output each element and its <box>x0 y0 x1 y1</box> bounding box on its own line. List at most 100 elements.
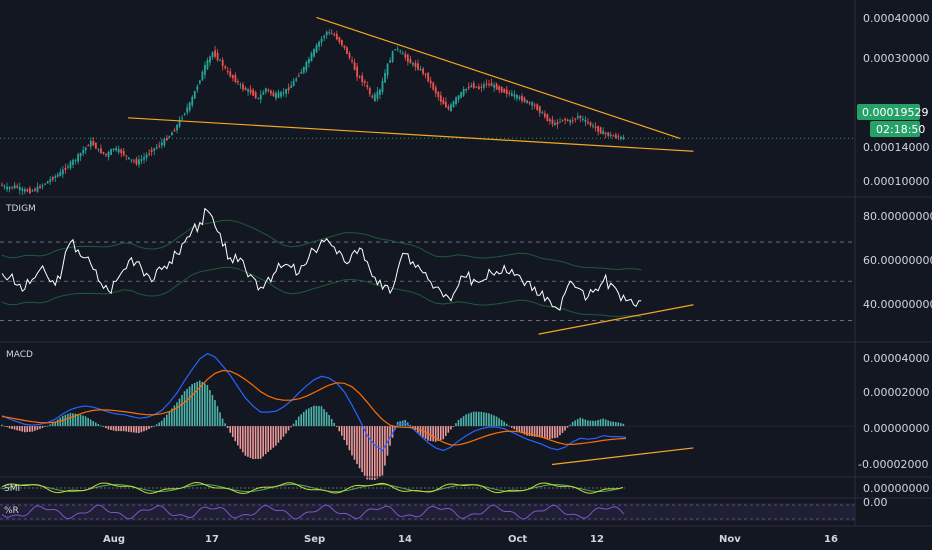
macd-histogram-bar <box>176 402 178 427</box>
macd-histogram-bar <box>300 414 303 427</box>
macd-histogram-bar <box>310 406 313 427</box>
macd-histogram-bar <box>6 426 8 428</box>
smi-line[interactable] <box>1 481 624 494</box>
macd-histogram-bar <box>125 426 127 432</box>
candle-body <box>549 119 551 122</box>
macd-histogram-bar <box>366 426 368 480</box>
candle-body <box>381 80 384 92</box>
macd-histogram-bar <box>450 426 452 430</box>
williams-r-line[interactable] <box>1 504 625 520</box>
macd-axis-label: 0.00004000 <box>863 352 929 365</box>
candle-body <box>125 155 128 157</box>
candle-body <box>130 159 133 161</box>
candle-body <box>29 188 31 194</box>
time-axis-label: Sep <box>304 534 325 545</box>
candle-body <box>259 94 262 100</box>
macd-pane[interactable] <box>0 352 855 481</box>
tdigm-pane[interactable] <box>0 207 855 335</box>
candle-body <box>36 186 39 192</box>
macd-histogram-bar <box>498 418 500 427</box>
macd-histogram-bar <box>576 419 579 427</box>
candle-body <box>267 89 270 91</box>
macd-histogram-bar <box>69 412 72 427</box>
time-axis-label: Aug <box>103 534 125 545</box>
macd-histogram-bar <box>193 382 196 427</box>
candle-body <box>587 121 589 123</box>
candle-body <box>221 59 224 66</box>
candle-body <box>594 126 597 129</box>
macd-trendline[interactable] <box>551 447 694 466</box>
candle-body <box>564 118 567 121</box>
price-trendline-lower[interactable] <box>127 117 694 152</box>
tdigm-line[interactable] <box>1 207 642 311</box>
williams-r-pane[interactable] <box>0 503 855 521</box>
macd-histogram-bar <box>594 420 597 427</box>
tdigm-trendline[interactable] <box>538 304 694 335</box>
time-axis-label: Oct <box>508 534 527 545</box>
macd-histogram-bar <box>21 426 23 432</box>
price-axis-label: 0.00040000 <box>863 12 929 25</box>
macd-histogram-bar <box>325 412 328 427</box>
candle-body <box>452 101 455 108</box>
candle-body <box>490 83 493 87</box>
candle-body <box>100 148 102 154</box>
candle-body <box>330 33 333 35</box>
candle-body <box>445 101 447 108</box>
macd-line[interactable] <box>1 352 627 452</box>
candle-body <box>219 59 222 61</box>
macd-histogram-bar <box>445 426 447 436</box>
macd-signal-line[interactable] <box>1 369 627 446</box>
candle-body <box>120 149 123 154</box>
macd-axis-label: -0.00002000 <box>858 458 928 471</box>
macd-histogram-bar <box>343 426 346 441</box>
macd-histogram-bar <box>566 426 569 428</box>
macd-histogram-bar <box>292 423 295 427</box>
candle-body <box>247 89 249 92</box>
candle-body <box>531 102 534 106</box>
candle-body <box>467 86 470 89</box>
candle-body <box>51 177 54 180</box>
candle-body <box>470 85 473 88</box>
candle-body <box>538 106 541 113</box>
macd-histogram-bar <box>483 412 485 427</box>
candle-body <box>422 68 424 74</box>
candle-body <box>226 70 229 72</box>
macd-histogram-bar <box>117 426 120 432</box>
macd-histogram-bar <box>153 426 155 427</box>
macd-histogram-bar <box>127 426 130 432</box>
candle-body <box>437 92 440 97</box>
candle-body <box>597 125 599 132</box>
macd-histogram-bar <box>1 424 3 427</box>
candle-body <box>158 145 161 147</box>
time-axis[interactable]: Aug 17 Sep 14 Oct 12 Nov 16 <box>103 534 838 545</box>
macd-histogram-bar <box>74 413 77 427</box>
macd-histogram-bar <box>510 426 513 428</box>
macd-histogram-bar <box>262 426 264 457</box>
macd-histogram-bar <box>186 388 188 427</box>
macd-histogram-bar <box>234 426 237 442</box>
smi-pane[interactable] <box>0 481 625 494</box>
macd-histogram-bar <box>295 420 297 427</box>
price-pane[interactable] <box>0 16 855 196</box>
macd-histogram-bar <box>373 426 376 481</box>
macd-histogram-bar <box>551 426 554 439</box>
price-trendline-upper[interactable] <box>316 16 681 139</box>
candle-body <box>11 186 14 188</box>
macd-histogram-bar <box>612 421 615 427</box>
macd-histogram-bar <box>173 405 176 427</box>
candle-body <box>318 41 320 47</box>
candle-body <box>460 92 463 98</box>
macd-histogram-bar <box>120 426 122 432</box>
candle-body <box>127 157 130 160</box>
candle-body <box>198 80 201 84</box>
macd-histogram-bar <box>475 411 478 427</box>
macd-histogram-bar <box>84 416 87 427</box>
macd-histogram-bar <box>302 411 305 427</box>
candle-body <box>13 185 16 189</box>
candle-body <box>493 84 495 88</box>
macd-histogram-bar <box>87 417 89 427</box>
macd-histogram-bar <box>41 426 44 428</box>
candle-body <box>135 159 138 165</box>
candle-body <box>224 66 227 69</box>
